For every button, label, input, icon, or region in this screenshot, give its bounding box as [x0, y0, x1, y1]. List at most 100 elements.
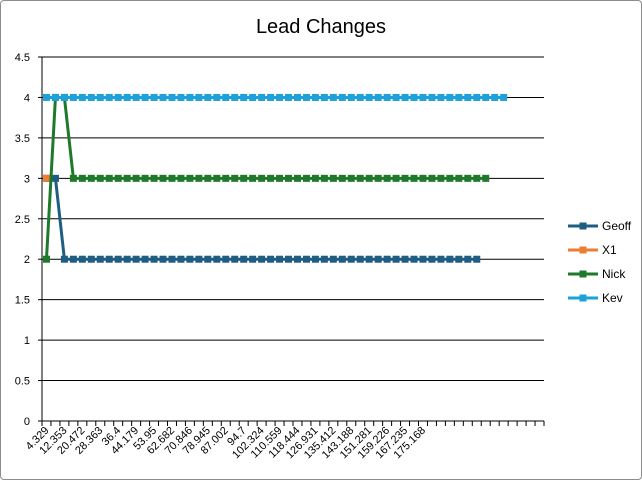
data-point	[401, 174, 409, 182]
data-point	[195, 255, 203, 263]
y-tick-label: 2.5	[15, 214, 30, 226]
y-tick-label: 0	[24, 416, 30, 428]
data-point	[276, 93, 284, 101]
data-point	[249, 255, 257, 263]
data-point	[338, 93, 346, 101]
data-point	[51, 174, 59, 182]
legend-marker	[579, 246, 587, 254]
data-point	[293, 255, 301, 263]
data-point	[105, 93, 113, 101]
legend-item-x1: X1	[568, 243, 617, 257]
data-point	[276, 255, 284, 263]
y-tick-label: 1	[24, 335, 30, 347]
data-point	[311, 93, 319, 101]
data-point	[186, 255, 194, 263]
data-point	[267, 93, 275, 101]
data-point	[302, 93, 310, 101]
data-point	[347, 93, 355, 101]
y-tick-label: 2	[24, 254, 30, 266]
data-point	[410, 93, 418, 101]
data-point	[42, 174, 50, 182]
data-point	[365, 93, 373, 101]
legend-item-nick: Nick	[568, 267, 626, 281]
data-point	[213, 174, 221, 182]
data-point	[392, 255, 400, 263]
data-point	[320, 174, 328, 182]
data-point	[356, 255, 364, 263]
data-point	[222, 93, 230, 101]
data-point	[132, 93, 140, 101]
data-point	[69, 174, 77, 182]
data-point	[87, 255, 95, 263]
data-point	[231, 174, 239, 182]
data-point	[114, 255, 122, 263]
data-point	[42, 255, 50, 263]
data-point	[428, 255, 436, 263]
x-tick-labels: 4.32912.35320.47228.36336.444.17953.9562…	[24, 425, 428, 462]
data-point	[267, 255, 275, 263]
data-point	[141, 93, 149, 101]
data-point	[329, 93, 337, 101]
data-point	[446, 174, 454, 182]
data-point	[293, 93, 301, 101]
data-point	[329, 174, 337, 182]
data-point	[356, 93, 364, 101]
data-point	[392, 93, 400, 101]
data-point	[410, 255, 418, 263]
data-point	[258, 93, 266, 101]
data-point	[231, 255, 239, 263]
data-point	[60, 93, 68, 101]
data-point	[195, 174, 203, 182]
data-point	[285, 93, 293, 101]
data-point	[356, 174, 364, 182]
data-point	[482, 93, 490, 101]
data-point	[177, 93, 185, 101]
data-point	[204, 255, 212, 263]
data-point	[428, 174, 436, 182]
data-point	[392, 174, 400, 182]
data-point	[437, 174, 445, 182]
data-point	[141, 255, 149, 263]
data-point	[159, 174, 167, 182]
data-point	[213, 255, 221, 263]
legend-marker	[579, 270, 587, 278]
data-point	[374, 174, 382, 182]
data-point	[186, 93, 194, 101]
data-point	[105, 174, 113, 182]
data-point	[123, 93, 131, 101]
data-point	[455, 93, 463, 101]
data-point	[123, 174, 131, 182]
data-point	[267, 174, 275, 182]
data-point	[69, 255, 77, 263]
data-point	[96, 174, 104, 182]
data-point	[159, 255, 167, 263]
data-point	[311, 255, 319, 263]
data-point	[491, 93, 499, 101]
data-point	[114, 174, 122, 182]
y-tick-label: 3	[24, 173, 30, 185]
data-point	[258, 255, 266, 263]
data-point	[473, 255, 481, 263]
legend: Geoff X1 Nick Kev	[568, 219, 632, 305]
data-point	[464, 93, 472, 101]
data-point	[302, 174, 310, 182]
data-point	[186, 174, 194, 182]
data-point	[410, 174, 418, 182]
legend-item-kev: Kev	[568, 291, 623, 305]
series-x1	[42, 174, 50, 182]
data-point	[177, 174, 185, 182]
data-point	[132, 255, 140, 263]
data-point	[204, 174, 212, 182]
data-point	[213, 93, 221, 101]
data-point	[123, 255, 131, 263]
data-point	[320, 255, 328, 263]
data-point	[374, 93, 382, 101]
data-point	[69, 93, 77, 101]
data-point	[383, 174, 391, 182]
data-point	[150, 93, 158, 101]
data-point	[419, 255, 427, 263]
data-point	[240, 93, 248, 101]
series-kev	[42, 93, 508, 101]
